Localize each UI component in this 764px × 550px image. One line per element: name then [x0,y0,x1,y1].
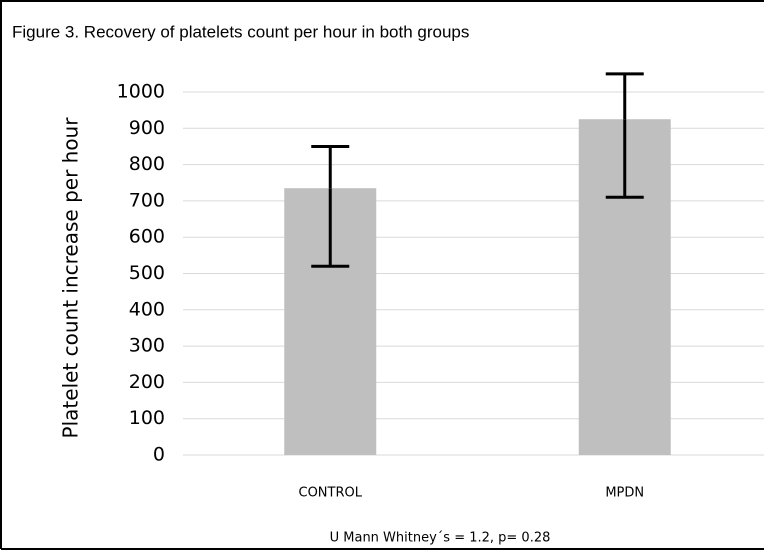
y-tick-label: 200 [129,371,165,393]
y-tick-label: 700 [129,189,165,211]
y-tick-label: 300 [129,335,165,357]
y-tick-label: 0 [153,444,165,466]
x-tick-label: CONTROL [299,486,363,501]
y-tick-label: 1000 [117,81,165,103]
y-tick-label: 500 [129,262,165,284]
y-tick-label: 100 [129,407,165,429]
y-tick-label: 800 [129,153,165,175]
chart-title: Figure 3. Recovery of platelets count pe… [12,22,469,41]
footnote: U Mann Whitney´s = 1.2, p= 0.28 [330,531,551,546]
y-tick-label: 600 [129,226,165,248]
y-tick-label: 900 [129,117,165,139]
y-axis-label: Platelet count increase per hour [59,117,83,439]
y-tick-label: 400 [129,298,165,320]
x-tick-label: MPDN [605,486,644,501]
